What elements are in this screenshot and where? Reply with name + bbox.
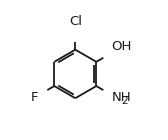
- Text: OH: OH: [111, 40, 132, 53]
- Text: 2: 2: [121, 96, 128, 106]
- Text: F: F: [31, 91, 38, 104]
- Text: Cl: Cl: [69, 15, 82, 28]
- Text: NH: NH: [111, 91, 131, 104]
